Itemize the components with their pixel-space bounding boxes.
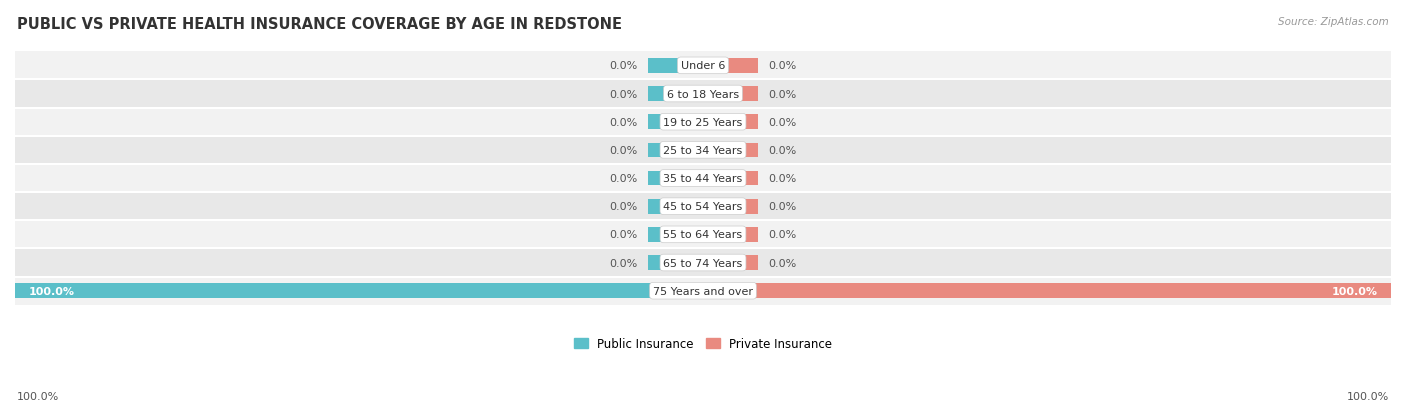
Text: 75 Years and over: 75 Years and over [652,286,754,296]
Bar [648,59,703,74]
Bar [703,256,758,270]
Text: Source: ZipAtlas.com: Source: ZipAtlas.com [1278,17,1389,26]
Text: 0.0%: 0.0% [768,230,797,240]
Text: 55 to 64 Years: 55 to 64 Years [664,230,742,240]
Bar [703,87,758,102]
Text: 0.0%: 0.0% [768,202,797,212]
Text: 0.0%: 0.0% [768,173,797,184]
Text: 0.0%: 0.0% [609,117,638,127]
Text: 0.0%: 0.0% [768,145,797,155]
Text: 0.0%: 0.0% [609,173,638,184]
Bar [648,143,703,158]
Text: 0.0%: 0.0% [609,61,638,71]
Bar [15,164,1391,192]
Bar [648,256,703,270]
Text: 45 to 54 Years: 45 to 54 Years [664,202,742,212]
Bar [703,199,758,214]
Text: 100.0%: 100.0% [28,286,75,296]
Text: 25 to 34 Years: 25 to 34 Years [664,145,742,155]
Bar [703,228,758,242]
Bar [15,284,703,298]
Text: 0.0%: 0.0% [768,258,797,268]
Bar [648,171,703,186]
Bar [15,221,1391,249]
Bar [15,108,1391,136]
Bar [15,249,1391,277]
Text: 65 to 74 Years: 65 to 74 Years [664,258,742,268]
Bar [15,136,1391,164]
Bar [703,59,758,74]
Text: 0.0%: 0.0% [768,89,797,99]
Bar [15,192,1391,221]
Text: 0.0%: 0.0% [609,258,638,268]
Text: 0.0%: 0.0% [609,202,638,212]
Text: 0.0%: 0.0% [768,61,797,71]
Text: 0.0%: 0.0% [609,230,638,240]
Bar [15,80,1391,108]
Text: 100.0%: 100.0% [17,391,59,401]
Text: 100.0%: 100.0% [1331,286,1378,296]
Bar [15,277,1391,305]
Bar [648,228,703,242]
Text: 0.0%: 0.0% [609,89,638,99]
Bar [703,171,758,186]
Text: PUBLIC VS PRIVATE HEALTH INSURANCE COVERAGE BY AGE IN REDSTONE: PUBLIC VS PRIVATE HEALTH INSURANCE COVER… [17,17,621,31]
Bar [15,52,1391,80]
Text: 0.0%: 0.0% [609,145,638,155]
Text: Under 6: Under 6 [681,61,725,71]
Bar [703,143,758,158]
Text: 0.0%: 0.0% [768,117,797,127]
Text: 100.0%: 100.0% [1347,391,1389,401]
Legend: Public Insurance, Private Insurance: Public Insurance, Private Insurance [569,332,837,355]
Bar [648,199,703,214]
Bar [648,87,703,102]
Text: 6 to 18 Years: 6 to 18 Years [666,89,740,99]
Bar [703,115,758,130]
Text: 35 to 44 Years: 35 to 44 Years [664,173,742,184]
Bar [703,284,1391,298]
Bar [648,115,703,130]
Text: 19 to 25 Years: 19 to 25 Years [664,117,742,127]
